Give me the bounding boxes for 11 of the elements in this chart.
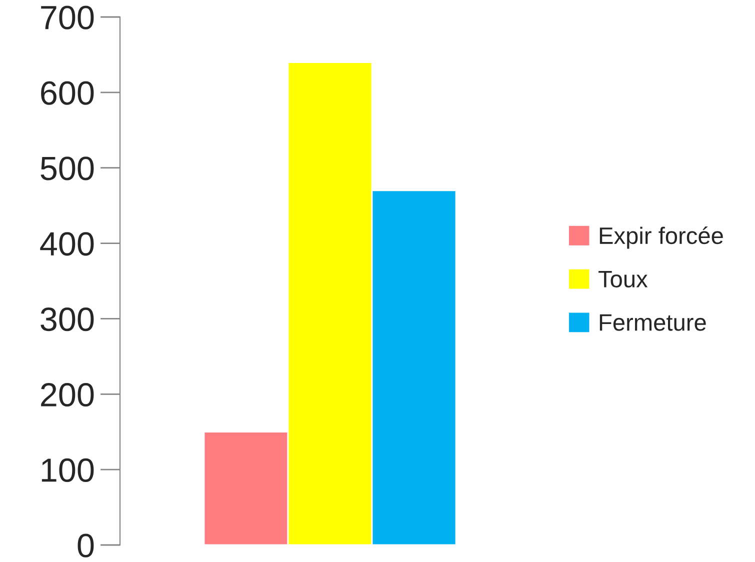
y-tick-label: 500 [40, 156, 94, 180]
y-tick-label: 400 [40, 232, 94, 256]
y-tick-label: 300 [40, 308, 94, 332]
y-tick-label: 600 [41, 81, 94, 105]
y-tick-label: 100 [42, 458, 94, 482]
legend-label: Toux [598, 271, 648, 288]
legend-label: Fermeture [600, 314, 706, 331]
y-tick-label: 200 [41, 382, 94, 407]
y-tick-label: 700 [41, 6, 94, 30]
legend-label: Expir forcée [600, 226, 723, 249]
y-tick-label: 0 [78, 534, 94, 558]
